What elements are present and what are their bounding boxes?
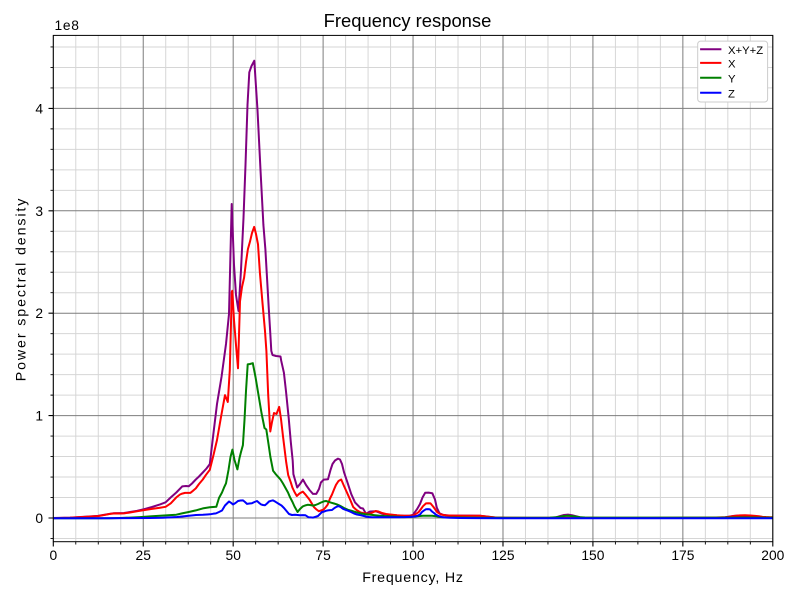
svg-text:Frequency, Hz: Frequency, Hz — [362, 570, 464, 586]
svg-text:X: X — [728, 59, 736, 71]
svg-text:75: 75 — [315, 548, 331, 563]
svg-text:X+Y+Z: X+Y+Z — [728, 45, 763, 57]
svg-text:0: 0 — [49, 548, 57, 563]
svg-text:4: 4 — [35, 101, 43, 116]
svg-text:Frequency response: Frequency response — [324, 10, 492, 31]
svg-text:Power spectral density: Power spectral density — [14, 197, 30, 382]
svg-text:150: 150 — [581, 548, 604, 563]
svg-text:2: 2 — [35, 306, 43, 321]
svg-text:Z: Z — [728, 88, 735, 100]
svg-text:50: 50 — [226, 548, 242, 563]
svg-text:175: 175 — [671, 548, 694, 563]
svg-text:1: 1 — [35, 409, 43, 424]
svg-text:0: 0 — [35, 511, 43, 526]
svg-text:125: 125 — [491, 548, 514, 563]
svg-text:3: 3 — [35, 204, 43, 219]
svg-text:Y: Y — [728, 74, 736, 86]
svg-text:100: 100 — [402, 548, 425, 563]
svg-text:200: 200 — [761, 548, 784, 563]
svg-text:25: 25 — [136, 548, 152, 563]
svg-text:1e8: 1e8 — [55, 18, 80, 33]
